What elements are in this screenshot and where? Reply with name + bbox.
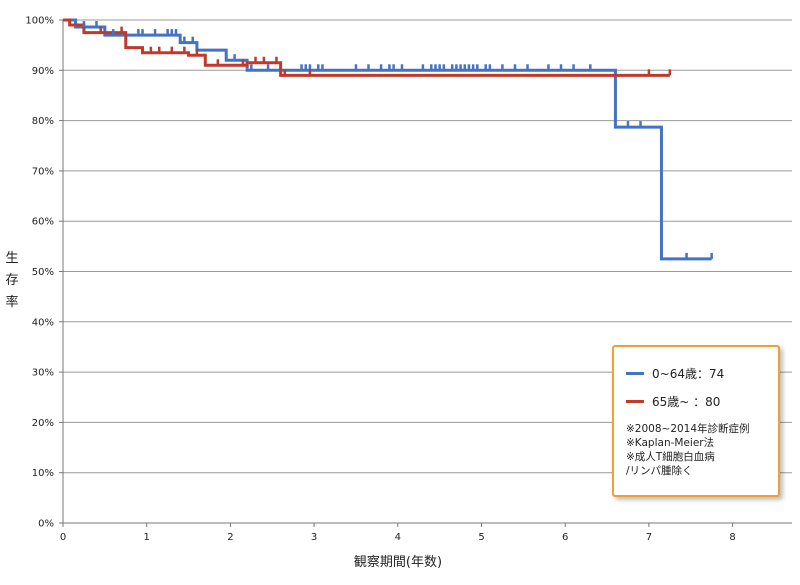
x-axis-title: 観察期間(年数) xyxy=(354,555,442,570)
x-tick-label: 5 xyxy=(478,532,484,543)
legend-notes: ※2008~2014年診断症例 ※Kaplan-Meier法 ※成人T細胞白血病… xyxy=(626,422,750,478)
y-tick-label: 10% xyxy=(32,468,54,479)
y-tick-label: 20% xyxy=(32,418,54,429)
x-tick-label: 6 xyxy=(562,532,568,543)
y-axis-title-char: 率 xyxy=(5,294,18,310)
y-tick-label: 100% xyxy=(25,16,54,27)
note-diagnosis-period: ※2008~2014年診断症例 xyxy=(626,423,750,435)
x-tick-label: 7 xyxy=(646,532,652,543)
x-tick-label: 4 xyxy=(395,532,401,543)
legend-item-65-plus: 65歳~ ：80 xyxy=(626,393,720,409)
x-tick-label: 0 xyxy=(60,532,66,543)
censor-marks xyxy=(82,21,713,259)
x-tick-label: 2 xyxy=(227,532,233,543)
legend-label-65-plus: 65歳~ ：80 xyxy=(652,394,721,409)
x-tick-label: 3 xyxy=(311,532,317,543)
y-tick-label: 30% xyxy=(32,368,54,379)
series-line-1 xyxy=(63,18,670,77)
y-tick-label: 60% xyxy=(32,217,54,228)
series-line-0 xyxy=(63,18,712,261)
axes xyxy=(59,19,792,527)
y-tick-label: 0% xyxy=(38,519,54,530)
x-tick-label: 1 xyxy=(144,532,150,543)
y-tick-label: 40% xyxy=(32,317,54,328)
legend-label-under-65: 0~64歳：74 xyxy=(652,366,725,381)
x-tick-labels: 0 1 2 3 4 5 6 7 8 xyxy=(60,532,736,543)
y-tick-label: 50% xyxy=(32,267,54,278)
y-tick-labels: 0% 10% 20% 30% 40% 50% 60% 70% 80% 90% 100% xyxy=(25,16,54,530)
y-tick-label: 70% xyxy=(32,166,54,177)
y-tick-label: 80% xyxy=(32,116,54,127)
series-lines xyxy=(63,18,712,261)
legend-swatch-under-65 xyxy=(626,371,644,375)
note-exclusion: ※成人T細胞白血病 xyxy=(626,451,715,463)
note-method: ※Kaplan-Meier法 xyxy=(626,437,715,449)
y-axis-title: 生存率 xyxy=(5,251,18,310)
y-axis-title-char: 存 xyxy=(5,273,18,288)
x-tick-label: 8 xyxy=(729,532,735,543)
legend: 0~64歳：74 65歳~ ：80 ※2008~2014年診断症例 ※Kapla… xyxy=(612,345,780,497)
legend-swatch-65-plus xyxy=(626,399,644,403)
note-exclusion-cont: /リンパ腫除く xyxy=(626,465,693,477)
legend-item-under-65: 0~64歳：74 xyxy=(626,365,724,381)
y-axis-title-char: 生 xyxy=(5,251,18,266)
y-tick-label: 90% xyxy=(32,66,54,77)
